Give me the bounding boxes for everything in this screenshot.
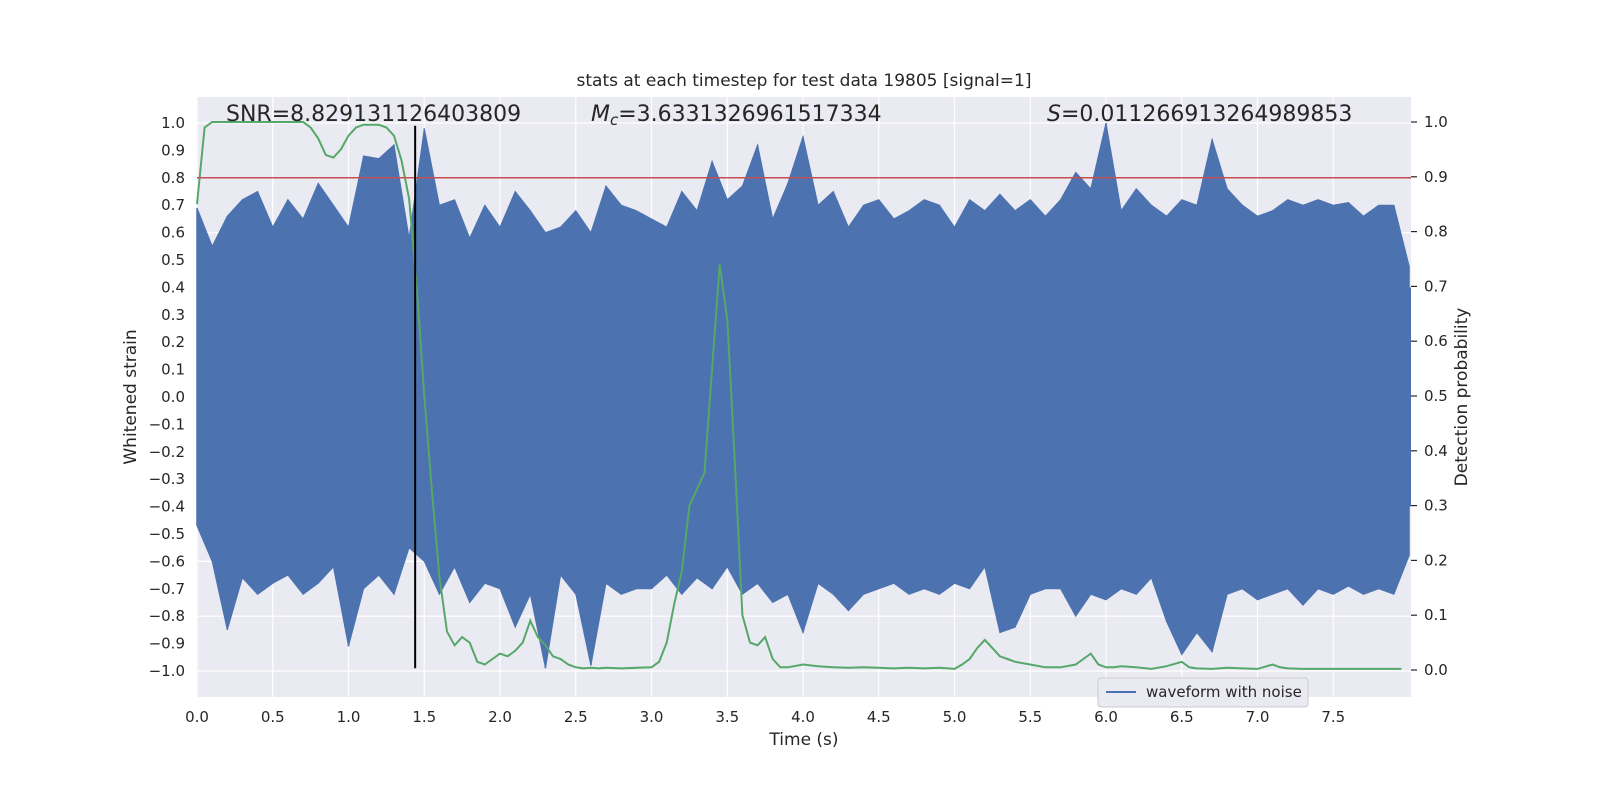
x-tick-label: 7.0 xyxy=(1246,708,1270,726)
y-tick-label: −0.6 xyxy=(149,552,185,570)
y-tick-label: 0.4 xyxy=(161,278,185,296)
x-tick-label: 4.5 xyxy=(867,708,891,726)
mc-annotation: Mc=3.6331326961517334 xyxy=(591,102,882,129)
y-tick-label: 0.7 xyxy=(161,196,185,214)
legend: waveform with noise xyxy=(1097,677,1309,708)
x-tick-label: 6.5 xyxy=(1170,708,1194,726)
s-symbol: S xyxy=(1047,102,1061,127)
chart-title: stats at each timestep for test data 198… xyxy=(577,71,1032,91)
y2-axis-ticks: 1.0 0.9 0.8 0.7 0.6 0.5 0.4 0.3 0.2 0.1 0.0 xyxy=(1411,113,1448,679)
y-tick-label: 0.8 xyxy=(161,169,185,187)
y-tick-label: −0.3 xyxy=(149,470,185,488)
x-tick-label: 0.5 xyxy=(261,708,285,726)
x-axis-label: Time (s) xyxy=(768,730,838,750)
x-tick-label: 5.5 xyxy=(1018,708,1042,726)
x-tick-label: 3.0 xyxy=(640,708,664,726)
y-tick-label: −0.7 xyxy=(149,580,185,598)
y-tick-label: 0.1 xyxy=(161,361,185,379)
x-tick-label: 2.5 xyxy=(564,708,588,726)
y-tick-label: −1.0 xyxy=(149,662,185,680)
y-tick-label: 0.5 xyxy=(161,251,185,269)
y2-tick-label: 0.0 xyxy=(1424,661,1448,679)
legend-entry-waveform: waveform with noise xyxy=(1146,683,1302,701)
x-tick-label: 3.5 xyxy=(715,708,739,726)
y-tick-label: −0.9 xyxy=(149,635,185,653)
overlay-lines xyxy=(197,125,1411,669)
y2-tick-label: 0.7 xyxy=(1424,277,1448,295)
snr-annotation: SNR=8.829131126403809 xyxy=(226,102,521,127)
y-tick-label: −0.5 xyxy=(149,525,185,543)
x-axis-ticks: 0.0 0.5 1.0 1.5 2.0 2.5 3.0 3.5 4.0 4.5 5.0 5.5 6.0 6… xyxy=(185,708,1345,726)
x-tick-label: 0.0 xyxy=(185,708,209,726)
y2-tick-label: 0.1 xyxy=(1424,606,1448,624)
y2-tick-label: 0.2 xyxy=(1424,551,1448,569)
waveform-core-band xyxy=(197,287,1411,507)
probability-line xyxy=(196,121,1402,670)
y2-tick-label: 1.0 xyxy=(1424,113,1448,131)
x-tick-label: 4.0 xyxy=(791,708,815,726)
x-tick-label: 7.5 xyxy=(1321,708,1345,726)
y2-tick-label: 0.5 xyxy=(1424,387,1448,405)
x-tick-label: 1.0 xyxy=(337,708,361,726)
x-tick-label: 6.0 xyxy=(1094,708,1118,726)
y2-tick-label: 0.3 xyxy=(1424,497,1448,515)
y2-tick-label: 0.4 xyxy=(1424,442,1448,460)
y-tick-label: 0.6 xyxy=(161,224,185,242)
x-tick-label: 1.5 xyxy=(412,708,436,726)
x-tick-label: 5.0 xyxy=(943,708,967,726)
mc-subscript: c xyxy=(610,111,619,129)
y2-axis-label: Detection probability xyxy=(1452,308,1472,487)
s-annotation: S=0.011266913264989853 xyxy=(1047,102,1352,127)
y2-tick-label: 0.6 xyxy=(1424,332,1448,350)
x-tick-label: 2.0 xyxy=(488,708,512,726)
legend-box xyxy=(1097,677,1309,708)
y-axis-ticks: 1.0 0.9 0.8 0.7 0.6 0.5 0.4 0.3 0.2 0.1 0.0 −0.1 −0.… xyxy=(149,114,185,680)
y-tick-label: 1.0 xyxy=(161,114,185,132)
y-tick-label: −0.2 xyxy=(149,443,185,461)
mc-value: =3.6331326961517334 xyxy=(618,102,881,127)
y-tick-label: 0.2 xyxy=(161,333,185,351)
y-tick-label: 0.3 xyxy=(161,306,185,324)
y-tick-label: −0.1 xyxy=(149,415,185,433)
y-tick-label: −0.8 xyxy=(149,607,185,625)
s-value: =0.011266913264989853 xyxy=(1061,102,1352,127)
y-tick-label: 0.0 xyxy=(161,388,185,406)
probability-series xyxy=(196,121,1402,670)
y2-tick-label: 0.9 xyxy=(1424,168,1448,186)
y-tick-label: 0.9 xyxy=(161,141,185,159)
mc-symbol: M xyxy=(591,102,610,127)
waveform-series xyxy=(196,122,1411,669)
y2-tick-label: 0.8 xyxy=(1424,223,1448,241)
y-axis-label: Whitened strain xyxy=(121,329,141,464)
y-tick-label: −0.4 xyxy=(149,498,185,516)
